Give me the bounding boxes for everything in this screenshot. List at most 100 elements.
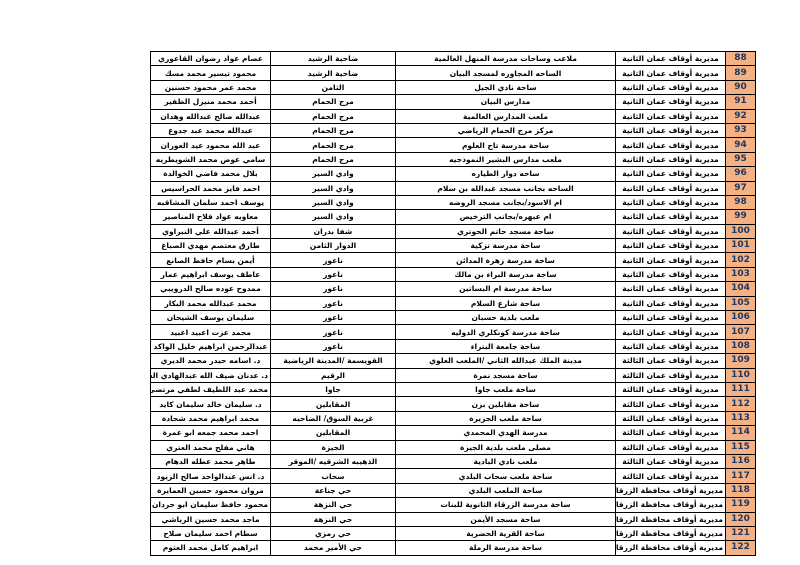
area: ضاحية الرشيد	[270, 50, 396, 67]
row-number: 121	[725, 525, 756, 542]
row-number: 114	[725, 425, 756, 441]
prayer-ground: ساحة مدرسة البراء بن مالك	[395, 266, 616, 283]
imam-name: سامي عوض محمد الشويطريه	[150, 151, 271, 168]
table-row: 115 مديرية أوقاف عمان الثالثة مصلى ملعب بل…	[150, 439, 756, 455]
directorate: مديرية أوقاف عمان الثانية	[615, 137, 726, 153]
schedule-table: 88 مديرية أوقاف عمان الثانية ملاعب وساحات …	[150, 50, 756, 556]
imam-name: ابراهيم كامل محمد العتوم	[150, 540, 271, 556]
area: حي النزهة	[270, 511, 396, 527]
row-number: 94	[725, 137, 756, 153]
imam-name: أحمد عبدالله علي النبراوي	[150, 223, 271, 240]
imam-name: محمد عزت اعبيد اعبيد	[150, 324, 271, 340]
imam-name: محمد عمر محمود حسنين	[150, 79, 271, 96]
table-row: 109 مديرية أوقاف عمان الثالثة مدينة الملك …	[150, 353, 756, 369]
table-row: 114 مديرية أوقاف عمان الثالثة مدرسة الهدي …	[150, 425, 756, 441]
directorate: مديرية أوقاف عمان الثالثة	[615, 381, 726, 398]
imam-name: طارق معتصم مهدي الصباغ	[150, 238, 271, 254]
imam-name: عاطف يوسف ابراهيم عمار	[150, 266, 271, 283]
table-row: 92 مديرية أوقاف عمان الثانية ملعب المدارس …	[150, 108, 756, 124]
table-body: 88 مديرية أوقاف عمان الثانية ملاعب وساحات …	[150, 50, 756, 556]
area: غربية السوق/ الضاحيه	[270, 410, 396, 427]
prayer-ground: ساحة ملعب جاوا	[395, 381, 616, 398]
directorate: مديرية أوقاف عمان الثانية	[615, 166, 726, 182]
row-number: 90	[725, 79, 756, 96]
table-row: 111 مديرية أوقاف عمان الثالثة ساحة ملعب جا…	[150, 381, 756, 398]
prayer-ground: ملاعب وساحات مدرسة المنهل العالمية	[395, 50, 616, 67]
directorate: مديرية أوقاف محافظة الزرقاء	[615, 511, 726, 527]
row-number: 96	[725, 166, 756, 182]
row-number: 108	[725, 338, 756, 355]
area: مرج الحمام	[270, 122, 396, 139]
directorate: مديرية أوقاف عمان الثانية	[615, 151, 726, 168]
imam-name: محمد عبدالله محمد البكار	[150, 295, 271, 312]
row-number: 115	[725, 439, 756, 455]
prayer-ground: ساحة مسجد نمرة	[395, 367, 616, 383]
imam-name: هاني مفلح محمد العتري	[150, 439, 271, 455]
directorate: مديرية أوقاف عمان الثالثة	[615, 453, 726, 470]
area: ضاحية الرشيد	[270, 65, 396, 81]
area: شفا بدران	[270, 223, 396, 240]
area: مرج الحمام	[270, 94, 396, 110]
imam-name: عبدالرحمن ابراهيم خليل الواكد	[150, 338, 271, 355]
imam-name: سليمان يوسف الشيحان	[150, 310, 271, 326]
row-number: 107	[725, 324, 756, 340]
table-row: 110 مديرية أوقاف عمان الثالثة ساحة مسجد نم…	[150, 367, 756, 383]
imam-name: عبدالله صالح عبدالله وهدان	[150, 108, 271, 124]
row-number: 98	[725, 194, 756, 211]
imam-name: مروان محمود حسين العمايرة	[150, 482, 271, 499]
table-row: 112 مديرية أوقاف عمان الثالثة ساحة مقابلين…	[150, 396, 756, 412]
table-row: 95 مديرية أوقاف عمان الثانية ملعب مدارس ال…	[150, 151, 756, 168]
directorate: مديرية أوقاف عمان الثانية	[615, 108, 726, 124]
prayer-ground: ساحة ملعب الجزيرة	[395, 410, 616, 427]
directorate: مديرية أوقاف عمان الثالثة	[615, 468, 726, 484]
imam-name: سطام احمد سليمان صلاح	[150, 525, 271, 542]
row-number: 100	[725, 223, 756, 240]
table-row: 104 مديرية أوقاف عمان الثانية ساحة مدرسة ا…	[150, 281, 756, 297]
prayer-ground: الساحه بجانب مسجد عبدالله بن سلام	[395, 180, 616, 196]
prayer-ground: ساحة القرية الحضرية	[395, 525, 616, 542]
directorate: مديرية أوقاف عمان الثانية	[615, 94, 726, 110]
prayer-ground: ساحة مدرسة كونكلري الدوليه	[395, 324, 616, 340]
table-row: 118 مديرية أوقاف محافظة الزرقاء ساحة الملع…	[150, 482, 756, 499]
prayer-ground: ساحة مدرسة الرملة	[395, 540, 616, 556]
area: وادي السير	[270, 209, 396, 225]
area: الجيزة	[270, 439, 396, 455]
prayer-ground: مدينة الملك عبدالله الثاني /الملعب العلو…	[395, 353, 616, 369]
area: المقابلين	[270, 396, 396, 412]
area: ناعور	[270, 295, 396, 312]
imam-name: ماجد محمد حسين الرياشي	[150, 511, 271, 527]
area: الدوار الثامن	[270, 238, 396, 254]
directorate: مديرية أوقاف محافظة الزرقاء	[615, 525, 726, 542]
row-number: 88	[725, 50, 756, 67]
row-number: 101	[725, 238, 756, 254]
row-number: 112	[725, 396, 756, 412]
directorate: مديرية أوقاف عمان الثانية	[615, 281, 726, 297]
area: حي النزهة	[270, 497, 396, 513]
prayer-ground: مدرسة الهدي المحمدي	[395, 425, 616, 441]
directorate: مديرية أوقاف عمان الثانية	[615, 252, 726, 268]
prayer-ground: ملعب المدارس العالمية	[395, 108, 616, 124]
directorate: مديرية أوقاف عمان الثانية	[615, 223, 726, 240]
row-number: 113	[725, 410, 756, 427]
prayer-ground: ساحة نادي الجيل	[395, 79, 616, 96]
area: المقابلين	[270, 425, 396, 441]
imam-name: عبدالله محمد عبد جدوع	[150, 122, 271, 139]
prayer-ground: ساحة مدرسة ام البساتين	[395, 281, 616, 297]
row-number: 103	[725, 266, 756, 283]
area: وادي السير	[270, 166, 396, 182]
table-row: 119 مديرية أوقاف محافظة الزرقاء ساحة مدرسة…	[150, 497, 756, 513]
area: حي الأمير محمد	[270, 540, 396, 556]
area: وادي السير	[270, 180, 396, 196]
prayer-ground: ام عبهره/بجانب الترخيص	[395, 209, 616, 225]
area: القويسمة /المدينة الرياضية	[270, 353, 396, 369]
table-row: 121 مديرية أوقاف محافظة الزرقاء ساحة القري…	[150, 525, 756, 542]
table-row: 90 مديرية أوقاف عمان الثانية ساحة نادي الج…	[150, 79, 756, 96]
imam-name: احمد فايز محمد الحراسيس	[150, 180, 271, 196]
area: ناعور	[270, 310, 396, 326]
row-number: 120	[725, 511, 756, 527]
row-number: 109	[725, 353, 756, 369]
area: الذهيبه الشرقيه /الموقر	[270, 453, 396, 470]
prayer-ground: ملعب نادي البادية	[395, 453, 616, 470]
area: ناعور	[270, 324, 396, 340]
table-row: 108 مديرية أوقاف عمان الثانية ساحة جامعة ا…	[150, 338, 756, 355]
